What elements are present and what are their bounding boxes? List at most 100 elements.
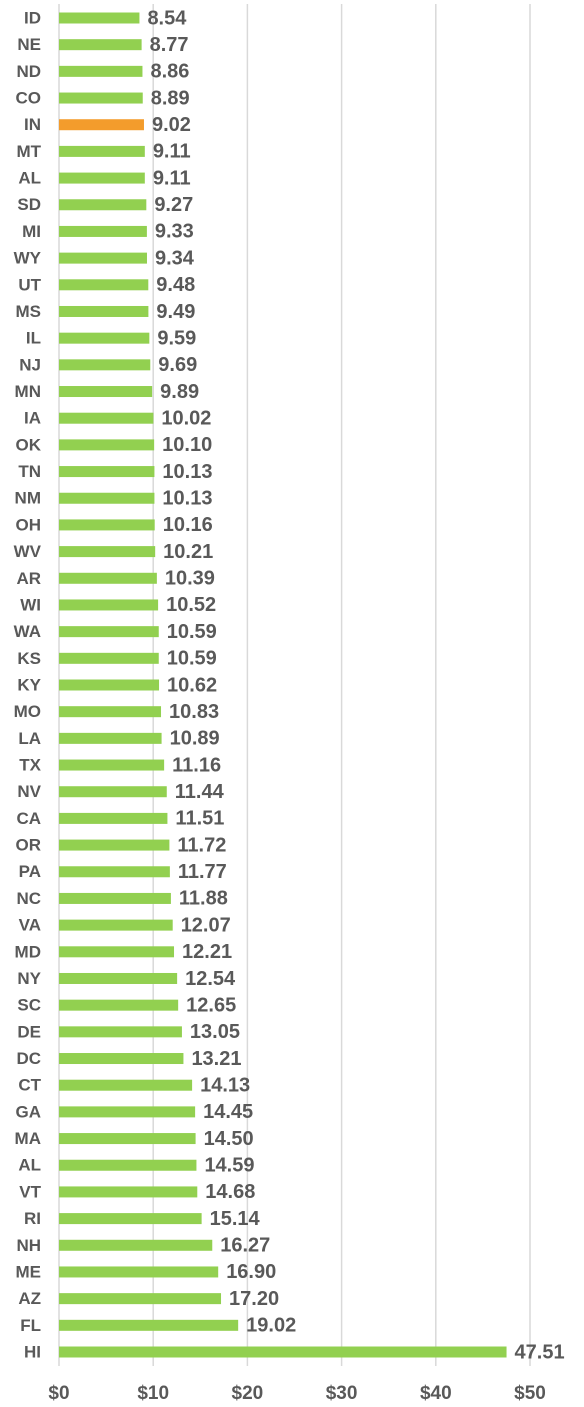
bar bbox=[59, 92, 143, 104]
y-tick-label: NC bbox=[16, 889, 41, 908]
y-tick-label: FL bbox=[20, 1316, 41, 1335]
y-tick-label: MI bbox=[22, 222, 41, 241]
y-tick-label: NE bbox=[17, 35, 41, 54]
bar bbox=[59, 1319, 239, 1331]
y-tick-label: MO bbox=[14, 702, 41, 721]
bar bbox=[59, 386, 153, 398]
bar bbox=[59, 1266, 219, 1278]
value-label: 9.02 bbox=[152, 114, 191, 136]
y-tick-label: VT bbox=[19, 1182, 41, 1201]
y-tick-label: ND bbox=[16, 62, 41, 81]
bar bbox=[59, 332, 150, 344]
y-tick-label: TN bbox=[18, 462, 41, 481]
x-tick-label: $20 bbox=[232, 1383, 264, 1404]
bar bbox=[59, 119, 144, 131]
value-label: 12.07 bbox=[181, 914, 231, 936]
value-label: 10.13 bbox=[162, 488, 212, 510]
y-tick-label: IA bbox=[24, 409, 41, 428]
bar bbox=[59, 759, 165, 771]
value-label: 14.50 bbox=[204, 1128, 254, 1150]
bar bbox=[59, 1213, 202, 1225]
value-label: 16.27 bbox=[220, 1235, 270, 1257]
bar bbox=[59, 1159, 197, 1171]
value-label: 9.59 bbox=[157, 327, 196, 349]
x-tick-label: $50 bbox=[514, 1383, 546, 1404]
y-tick-label: WY bbox=[14, 249, 42, 268]
bar bbox=[59, 626, 159, 638]
value-label: 14.68 bbox=[205, 1181, 255, 1203]
bar bbox=[59, 145, 145, 157]
value-label: 14.13 bbox=[200, 1074, 250, 1096]
y-tick-label: MD bbox=[15, 942, 41, 961]
y-tick-label: HI bbox=[24, 1342, 41, 1361]
y-tick-label: CT bbox=[18, 1076, 41, 1095]
value-label: 16.90 bbox=[226, 1261, 276, 1283]
bar bbox=[59, 466, 155, 478]
bar bbox=[59, 225, 147, 237]
value-label: 10.59 bbox=[167, 648, 217, 670]
y-tick-label: IL bbox=[26, 329, 41, 348]
value-label: 11.88 bbox=[179, 888, 228, 910]
bar bbox=[59, 572, 157, 584]
y-tick-label: WI bbox=[20, 595, 41, 614]
value-label: 10.83 bbox=[169, 701, 219, 723]
value-label: 8.89 bbox=[151, 87, 190, 109]
bar bbox=[59, 892, 171, 904]
y-tick-label: NV bbox=[17, 782, 41, 801]
value-label: 9.34 bbox=[155, 247, 195, 269]
y-tick-label: AL bbox=[18, 1156, 41, 1175]
y-tick-label: OR bbox=[16, 836, 42, 855]
value-label: 19.02 bbox=[246, 1315, 296, 1337]
value-label: 10.21 bbox=[163, 541, 213, 563]
value-label: 47.51 bbox=[515, 1341, 565, 1363]
bar bbox=[59, 1346, 507, 1358]
y-tick-label: MN bbox=[15, 382, 41, 401]
value-label: 12.54 bbox=[185, 968, 236, 990]
value-label: 10.13 bbox=[162, 461, 212, 483]
bar bbox=[59, 279, 149, 291]
value-label: 9.48 bbox=[156, 274, 195, 296]
bar bbox=[59, 599, 159, 611]
y-tick-label: DC bbox=[16, 1049, 41, 1068]
bar bbox=[59, 172, 145, 184]
value-label: 11.44 bbox=[175, 781, 225, 803]
bar bbox=[59, 999, 179, 1011]
bar bbox=[59, 839, 170, 851]
y-tick-label: NM bbox=[15, 489, 41, 508]
value-label: 9.11 bbox=[153, 167, 191, 189]
y-tick-label: CA bbox=[16, 809, 41, 828]
value-label: 11.51 bbox=[175, 808, 224, 830]
value-label: 11.16 bbox=[172, 754, 221, 776]
value-label: 10.10 bbox=[162, 434, 212, 456]
value-label: 10.62 bbox=[167, 674, 217, 696]
bar bbox=[59, 492, 155, 504]
value-label: 14.59 bbox=[204, 1155, 254, 1177]
x-tick-label: $10 bbox=[137, 1383, 169, 1404]
value-label: 14.45 bbox=[203, 1101, 253, 1123]
y-tick-label: NJ bbox=[19, 355, 41, 374]
bar bbox=[59, 786, 167, 798]
y-tick-label: DE bbox=[17, 1022, 41, 1041]
y-tick-label: AL bbox=[18, 169, 41, 188]
bar bbox=[59, 305, 149, 317]
bar bbox=[59, 1186, 198, 1198]
value-label: 8.86 bbox=[150, 61, 189, 83]
y-tick-label: OH bbox=[16, 515, 42, 534]
value-label: 12.21 bbox=[182, 941, 232, 963]
bar bbox=[59, 252, 147, 264]
value-label: 13.21 bbox=[191, 1048, 241, 1070]
value-label: 10.02 bbox=[161, 407, 211, 429]
bar bbox=[59, 65, 143, 77]
bar bbox=[59, 972, 178, 984]
value-label: 9.69 bbox=[158, 354, 197, 376]
value-label: 10.52 bbox=[166, 594, 216, 616]
value-label: 10.16 bbox=[163, 514, 213, 536]
y-tick-label: NH bbox=[16, 1236, 41, 1255]
y-tick-label: CO bbox=[16, 89, 42, 108]
bar bbox=[59, 946, 175, 958]
x-tick-label: $40 bbox=[420, 1383, 452, 1404]
bar bbox=[59, 439, 155, 451]
y-tick-label: GA bbox=[16, 1102, 42, 1121]
bar bbox=[59, 1133, 196, 1145]
value-label: 11.72 bbox=[177, 834, 226, 856]
